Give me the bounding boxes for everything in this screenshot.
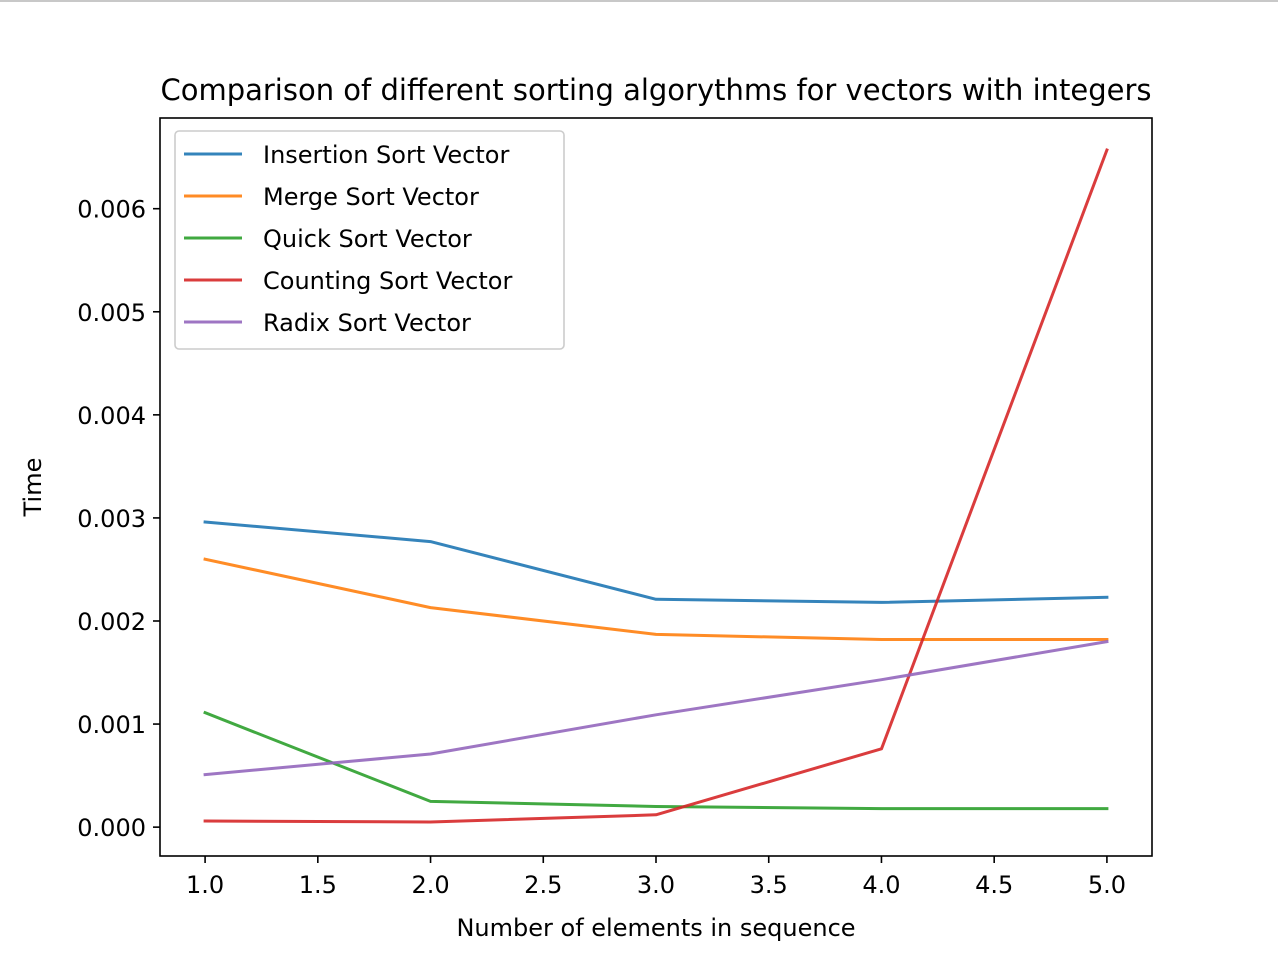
y-tick-label: 0.002 bbox=[77, 608, 146, 636]
legend-box bbox=[174, 130, 565, 350]
series-line-counting-sort-vector bbox=[203, 148, 1109, 824]
x-tick-label: 2.0 bbox=[411, 871, 449, 899]
x-tick-label: 4.0 bbox=[862, 871, 900, 899]
top-border bbox=[0, 0, 1278, 2]
x-tick-label: 1.5 bbox=[299, 871, 337, 899]
series-line-quick-sort-vector bbox=[203, 710, 1109, 811]
x-tick-label: 2.5 bbox=[524, 871, 562, 899]
y-tick-label: 0.003 bbox=[77, 505, 146, 533]
y-tick-label: 0.004 bbox=[77, 402, 146, 430]
x-axis: 1.0 1.5 2.0 2.5 3.0 3.5 4.0 4.5 5.0 bbox=[186, 856, 1126, 899]
legend-label: Counting Sort Vector bbox=[263, 267, 512, 295]
legend-label: Insertion Sort Vector bbox=[263, 141, 509, 169]
x-tick-label: 3.5 bbox=[750, 871, 788, 899]
series-line-radix-sort-vector bbox=[203, 639, 1109, 777]
series-lines bbox=[203, 148, 1109, 824]
series-line-merge-sort-vector bbox=[203, 557, 1109, 641]
x-tick-label: 3.0 bbox=[637, 871, 675, 899]
legend: Insertion Sort Vector Merge Sort Vector Qu… bbox=[174, 130, 565, 350]
y-axis: 0.000 0.001 0.002 0.003 0.004 0.005 0.006 bbox=[77, 196, 160, 842]
x-tick-label: 1.0 bbox=[186, 871, 224, 899]
series-line-insertion-sort-vector bbox=[203, 520, 1109, 604]
legend-label: Merge Sort Vector bbox=[263, 183, 479, 211]
y-tick-label: 0.006 bbox=[77, 196, 146, 224]
x-tick-label: 4.5 bbox=[975, 871, 1013, 899]
chart-title: Comparison of different sorting algoryth… bbox=[160, 73, 1151, 107]
legend-label: Quick Sort Vector bbox=[263, 225, 472, 253]
y-tick-label: 0.000 bbox=[77, 814, 146, 842]
x-tick-label: 5.0 bbox=[1088, 871, 1126, 899]
y-axis-label: Time bbox=[19, 458, 47, 518]
y-tick-label: 0.001 bbox=[77, 711, 146, 739]
x-axis-label: Number of elements in sequence bbox=[456, 914, 855, 942]
y-tick-label: 0.005 bbox=[77, 299, 146, 327]
legend-label: Radix Sort Vector bbox=[263, 309, 471, 337]
